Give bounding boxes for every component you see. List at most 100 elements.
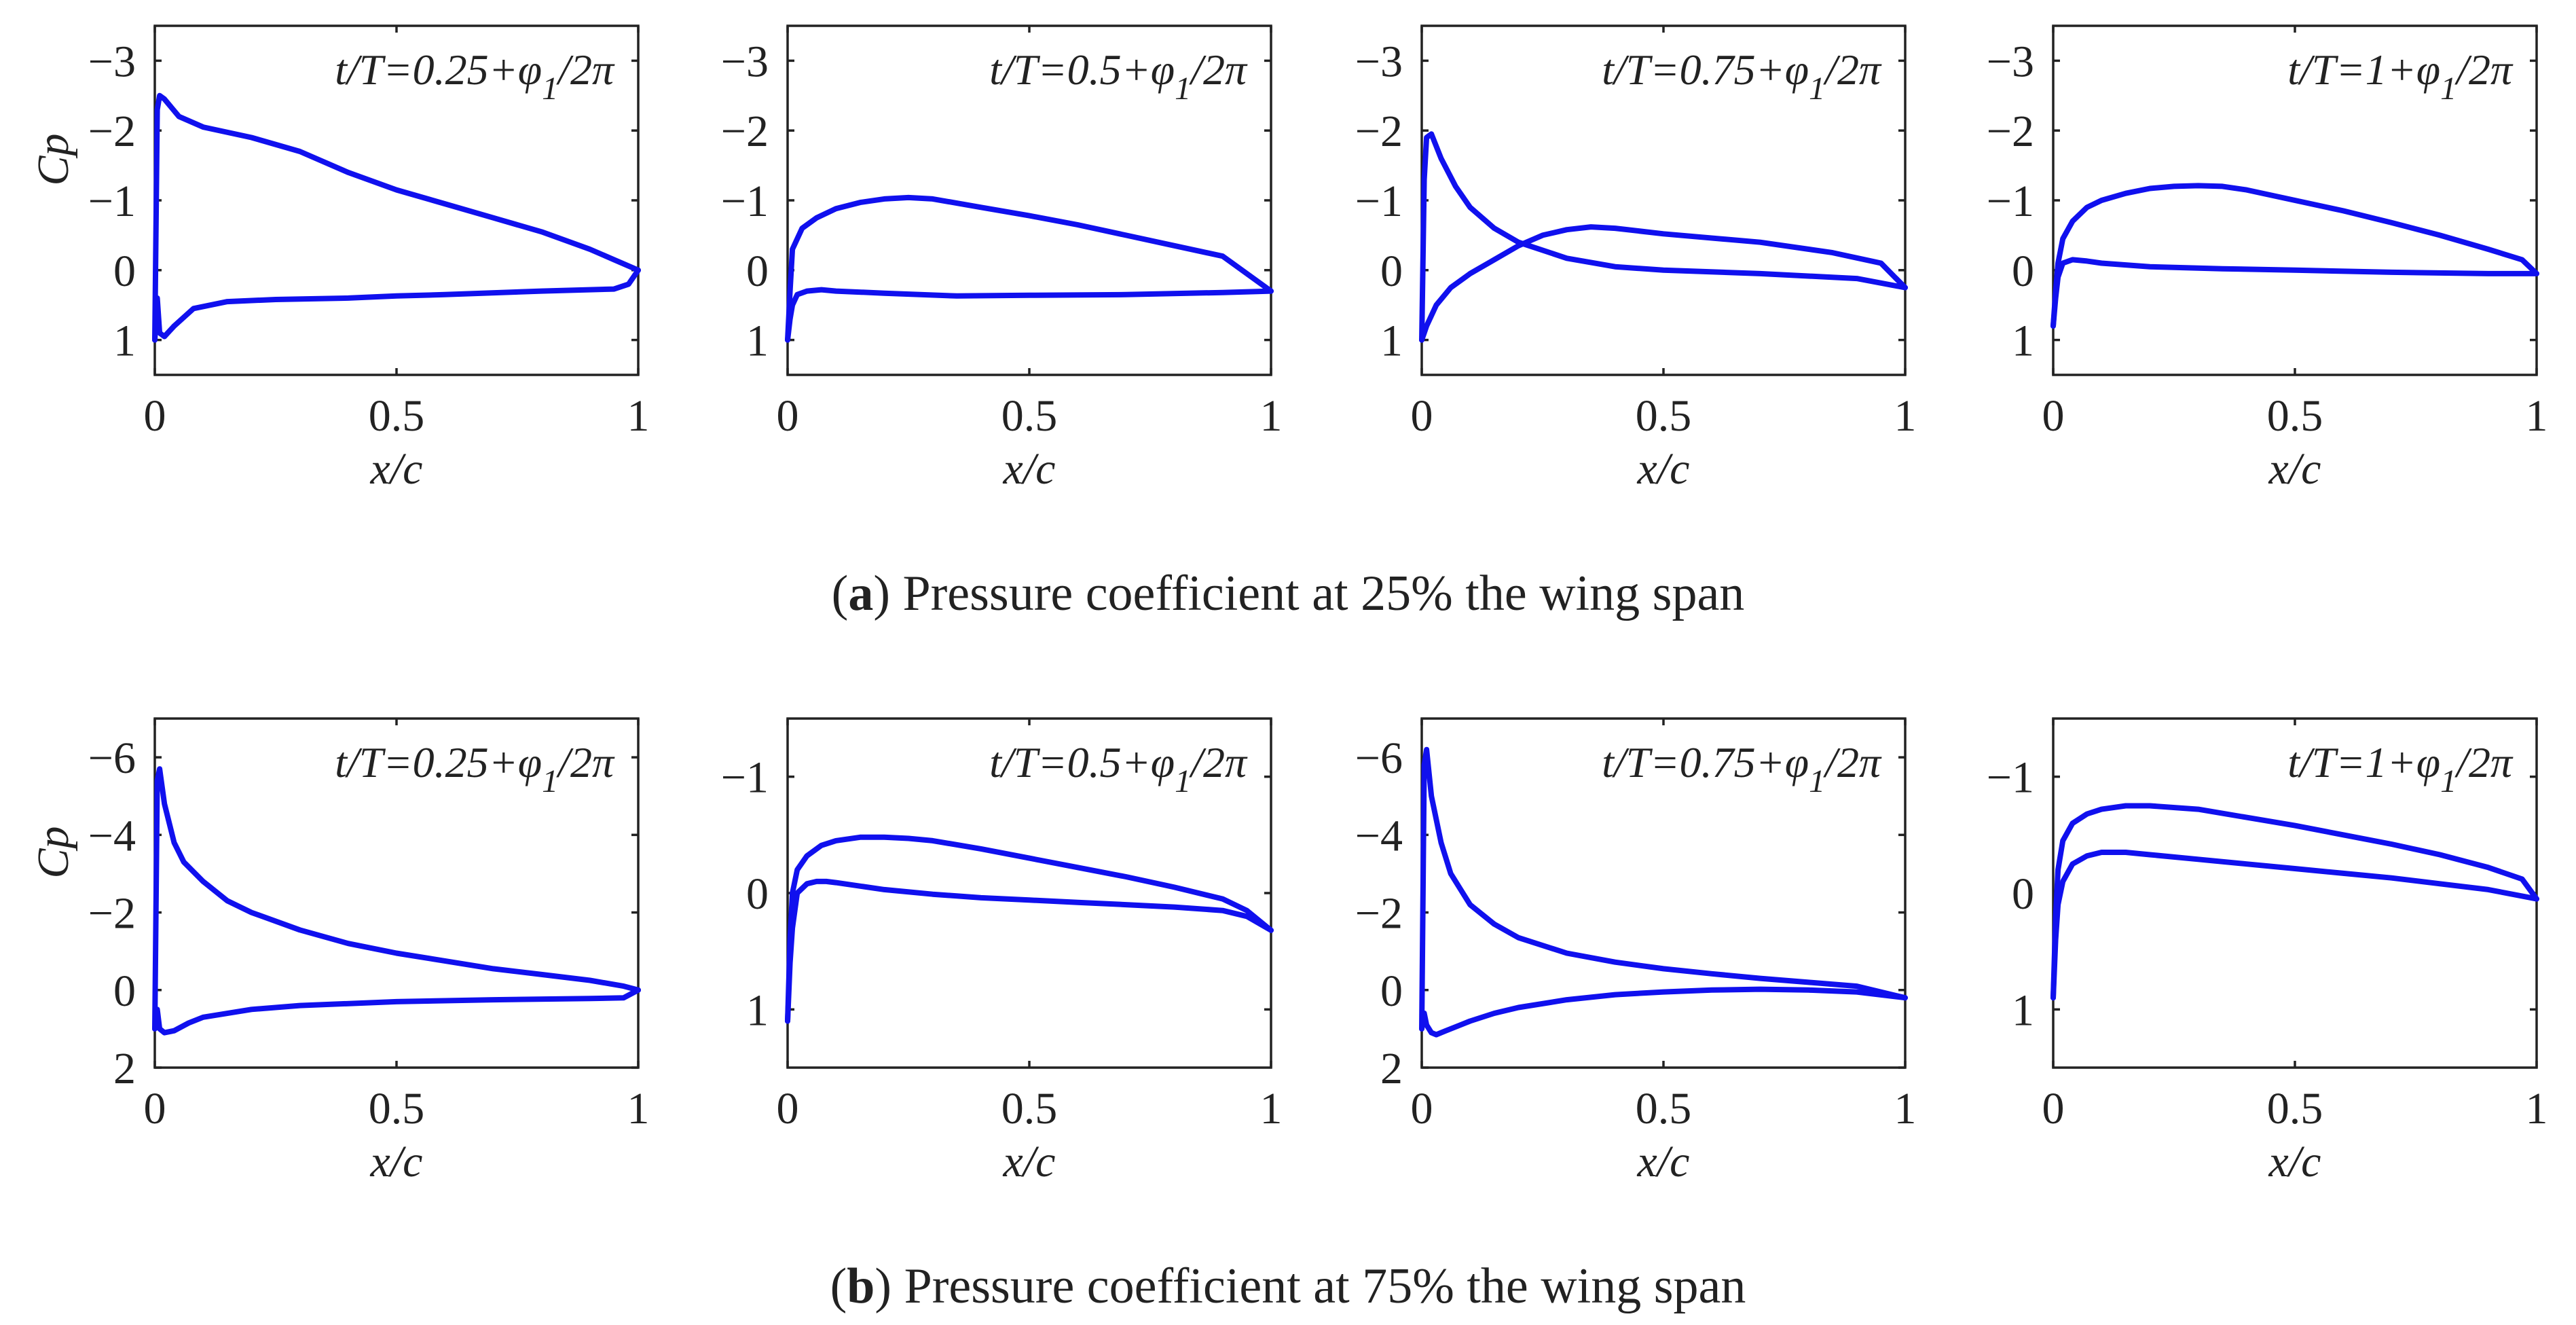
panel-a-4-series-lower: [2050, 257, 2539, 329]
panel-b-1-series-upper: [152, 766, 641, 1032]
panel-a-1-ytick-label: −2: [88, 107, 136, 156]
panel-b-2-xtick-label: 0.5: [1001, 1084, 1058, 1133]
panel-b-2-ytick-label: 1: [746, 985, 769, 1035]
caption-a-letter: a: [848, 566, 873, 621]
panel-a-1-ytick-label: 0: [113, 247, 136, 296]
panel-b-3-xlabel: x/c: [1637, 1137, 1690, 1186]
panel-a-4-xlabel: x/c: [2268, 444, 2321, 494]
panel-a-3-title: t/T=0.75+φ1/2π: [1602, 46, 1882, 107]
panel-a-4-ytick-label: −2: [1987, 107, 2034, 156]
panel-a-2-xlabel: x/c: [1003, 444, 1056, 494]
panel-a-4-title: t/T=1+φ1/2π: [2287, 46, 2514, 107]
panel-b-4-xtick-label: 0: [2042, 1084, 2065, 1133]
panel-a-3-series-lower: [1419, 224, 1908, 343]
panel-a-1-series-lower: [152, 267, 641, 343]
panel-a-3-ytick-label: −2: [1355, 107, 1403, 156]
panel-a-3-ytick-label: −3: [1355, 37, 1403, 86]
panel-a-1-ytick-label: −3: [88, 37, 136, 86]
panel-a-2-xtick-label: 1: [1260, 391, 1283, 441]
panel-b-1-ytick-label: 2: [113, 1044, 136, 1093]
panel-a-1-xlabel: x/c: [370, 444, 423, 494]
panel-b-1-xtick-label: 0.5: [369, 1084, 425, 1133]
panel-b-2-series-upper: [785, 834, 1274, 1024]
panel-a-1-ytick-label: −1: [88, 177, 136, 226]
panel-a-1-ytick-label: 1: [113, 316, 136, 366]
panel-a-3-xtick-label: 0.5: [1636, 391, 1692, 441]
panel-b-1-xlabel: x/c: [370, 1137, 423, 1186]
panel-b-3-ytick-label: 2: [1380, 1044, 1403, 1093]
panel-a-3-series-peak: [1419, 131, 1908, 343]
panel-b-2-series-lower: [785, 878, 1274, 1024]
panel-a-3-xtick-label: 0: [1411, 391, 1433, 441]
panel-b-3-ytick-label: 0: [1380, 966, 1403, 1016]
caption-b-text: Pressure coefficient at 75% the wing spa…: [891, 1258, 1746, 1314]
panel-b-3-series-upper: [1419, 746, 1908, 1032]
panel-b-3-xtick-label: 0: [1411, 1084, 1433, 1133]
panel-a-3-ytick-label: 0: [1380, 247, 1403, 296]
caption-a-text: Pressure coefficient at 25% the wing spa…: [890, 566, 1744, 621]
panel-a-4-xtick-label: 0: [2042, 391, 2065, 441]
panel-b-2-title: t/T=0.5+φ1/2π: [989, 738, 1248, 799]
panel-a-4-ytick-label: −3: [1987, 37, 2034, 86]
panel-b-2-xtick-label: 1: [1260, 1084, 1283, 1133]
panel-a-4-ytick-label: 0: [2012, 247, 2034, 296]
panel-b-4-title: t/T=1+φ1/2π: [2287, 738, 2514, 799]
panel-a-2-title: t/T=0.5+φ1/2π: [989, 46, 1248, 107]
panel-a-1-series-upper: [152, 92, 641, 343]
caption-b: (b) Pressure coefficient at 75% the wing…: [830, 1258, 1746, 1314]
panel-a-3-ytick-label: −1: [1355, 177, 1403, 226]
panel-b-3-title: t/T=0.75+φ1/2π: [1602, 738, 1882, 799]
panel-a-1-ylabel: Cp: [29, 133, 78, 185]
caption-a: (a) Pressure coefficient at 25% the wing…: [832, 566, 1745, 621]
panel-a-4-xtick-label: 0.5: [2267, 391, 2323, 441]
panel-b-4-series-lower: [2050, 850, 2539, 1001]
panel-b-1-series-lower: [152, 987, 641, 1036]
panel-b-1-title: t/T=0.25+φ1/2π: [335, 738, 615, 799]
panel-b-3-xtick-label: 1: [1894, 1084, 1917, 1133]
panel-a-2-ytick-label: −3: [721, 37, 769, 86]
panel-b-3-ytick-label: −4: [1355, 811, 1403, 860]
panel-a-3-ytick-label: 1: [1380, 316, 1403, 366]
panel-b-1-ytick-label: −2: [88, 889, 136, 939]
panel-a-4-ytick-label: −1: [1987, 177, 2034, 226]
panel-a-4-xtick-label: 1: [2526, 391, 2548, 441]
panel-b-3-ytick-label: −2: [1355, 889, 1403, 939]
panel-b-2-ytick-label: 0: [746, 869, 769, 919]
panel-a-1-xtick-label: 0: [144, 391, 166, 441]
panel-b-1-ytick-label: 0: [113, 966, 136, 1016]
panel-a-4-ytick-label: 1: [2012, 316, 2034, 366]
panel-a-2-xtick-label: 0.5: [1001, 391, 1058, 441]
panel-a-2-xtick-label: 0: [777, 391, 799, 441]
panel-b-3-ytick-label: −6: [1355, 733, 1403, 783]
panel-b-4-series-upper: [2050, 803, 2539, 1001]
panel-a-2-ytick-label: 0: [746, 247, 769, 296]
panel-b-2-xlabel: x/c: [1003, 1137, 1056, 1186]
panel-b-3-xtick-label: 0.5: [1636, 1084, 1692, 1133]
panel-b-4-ytick-label: 1: [2012, 985, 2034, 1035]
panel-b-4-xtick-label: 0.5: [2267, 1084, 2323, 1133]
panel-b-3-series-lower: [1419, 986, 1908, 1038]
panel-a-3-xtick-label: 1: [1894, 391, 1917, 441]
panel-b-2-xtick-label: 0: [777, 1084, 799, 1133]
panel-b-1-ytick-label: −6: [88, 733, 136, 783]
panel-a-2-ytick-label: 1: [746, 316, 769, 366]
panel-b-1-xtick-label: 0: [144, 1084, 166, 1133]
panel-a-2-series-lower: [785, 287, 1274, 343]
panel-b-1-ylabel: Cp: [29, 826, 78, 878]
panel-a-1-title: t/T=0.25+φ1/2π: [335, 46, 615, 107]
panel-a-2-ytick-label: −1: [721, 177, 769, 226]
panel-a-4-series-upper: [2050, 183, 2539, 329]
panel-a-3-xlabel: x/c: [1637, 444, 1690, 494]
panel-b-1-ytick-label: −4: [88, 811, 136, 860]
panel-b-4-xlabel: x/c: [2268, 1137, 2321, 1186]
panel-b-1-xtick-label: 1: [627, 1084, 650, 1133]
